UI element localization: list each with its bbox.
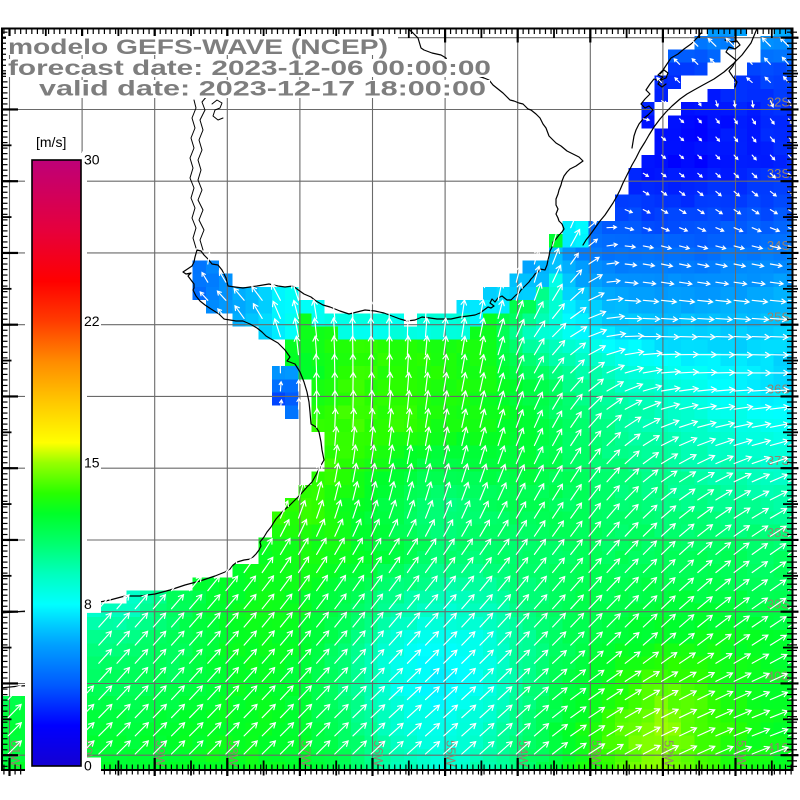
svg-text:34S: 34S [767, 238, 790, 253]
svg-text:[m/s]: [m/s] [36, 134, 66, 150]
svg-text:forecast date: 2023-12-06 00:0: forecast date: 2023-12-06 00:00:00 [8, 57, 491, 80]
svg-text:modelo GEFS-WAVE (NCEP): modelo GEFS-WAVE (NCEP) [8, 36, 388, 59]
svg-text:30: 30 [84, 152, 100, 168]
svg-text:valid date: 2023-12-17 18:00:0: valid date: 2023-12-17 18:00:00 [39, 78, 486, 101]
svg-text:58W: 58W [226, 740, 241, 767]
svg-text:0: 0 [84, 758, 92, 774]
svg-text:51W: 51W [734, 740, 749, 767]
svg-text:52W: 52W [661, 740, 676, 767]
svg-text:15: 15 [84, 455, 100, 471]
svg-text:35S: 35S [767, 310, 790, 325]
svg-text:57W: 57W [298, 740, 313, 767]
svg-text:56W: 56W [371, 740, 386, 767]
svg-text:22: 22 [84, 313, 100, 329]
svg-text:54W: 54W [516, 740, 531, 767]
svg-text:39S: 39S [767, 597, 790, 612]
svg-text:8: 8 [84, 596, 92, 612]
svg-text:61W: 61W [8, 740, 23, 767]
svg-text:55W: 55W [444, 740, 459, 767]
svg-text:59W: 59W [153, 740, 168, 767]
svg-text:38S: 38S [767, 525, 790, 540]
